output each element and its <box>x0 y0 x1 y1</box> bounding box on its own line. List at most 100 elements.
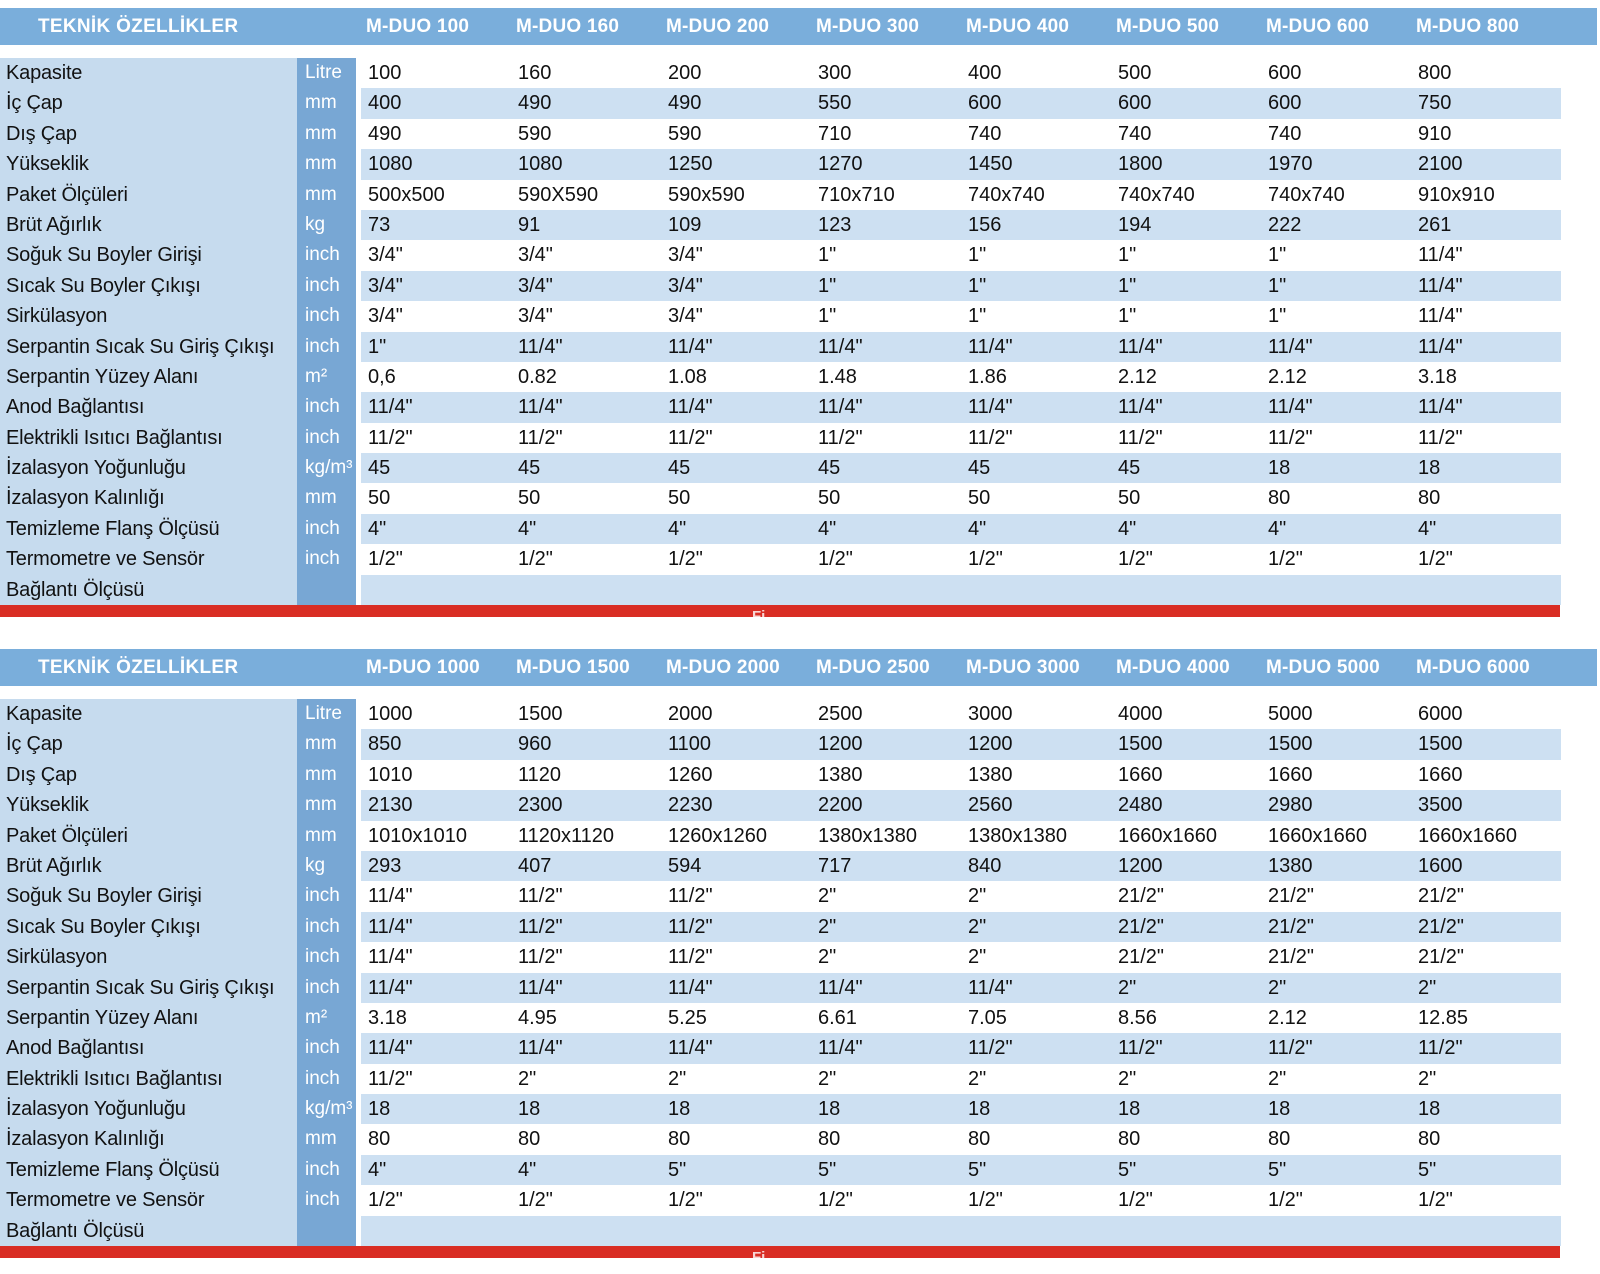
value-cell: 11/4" <box>518 1037 563 1060</box>
value-cell: 717 <box>818 854 852 877</box>
row-label: Sıcak Su Boyler Çıkışı <box>0 270 297 302</box>
value-cell: 12.85 <box>1418 1006 1469 1029</box>
value-cell: 2" <box>668 1067 687 1090</box>
value-cell: 1970 <box>1268 153 1313 176</box>
value-cell: 4" <box>368 517 387 540</box>
value-cell: 7.05 <box>968 1006 1007 1029</box>
value-cell: 45 <box>1118 457 1141 480</box>
value-cell: 21/2" <box>1268 915 1315 938</box>
table-row: Dış Çap mm 490 590 590 710 740 740 740 910 <box>0 118 1600 150</box>
row-label: Temizleme Flanş Ölçüsü <box>0 1154 297 1186</box>
row-label: İç Çap <box>0 729 297 760</box>
value-cell: 8.56 <box>1118 1006 1157 1029</box>
row-label: Brüt Ağırlık <box>0 209 297 241</box>
value-cell: 1" <box>1118 305 1137 328</box>
row-values: 0,6 0.82 1.08 1.48 1.86 2.12 2.12 3.18 <box>361 361 1561 393</box>
row-label: Kapasite <box>0 699 297 730</box>
table-row: Elektrikli Isıtıcı Bağlantısı inch 11/2" 2"… <box>0 1063 1600 1095</box>
value-cell: 910x910 <box>1418 183 1495 206</box>
value-cell: 1/2" <box>518 548 553 571</box>
value-cell: 2300 <box>518 794 563 817</box>
row-values: 11/4" 11/4" 11/4" 11/4" 11/4" 11/4" 11/4" 11/4" <box>361 392 1561 423</box>
value-cell: 3.18 <box>368 1006 407 1029</box>
value-cell: 4" <box>368 1158 387 1181</box>
row-unit: inch <box>297 392 356 423</box>
value-cell: 5" <box>668 1158 687 1181</box>
value-cell: 80 <box>1418 1128 1441 1151</box>
value-cell: 80 <box>968 1128 991 1151</box>
value-cell: 11/4" <box>368 946 413 969</box>
model-column-header: M-DUO 600 <box>1266 15 1370 37</box>
value-cell: 4" <box>1268 517 1287 540</box>
value-cell: 1/2" <box>1418 548 1453 571</box>
value-cell: 11/4" <box>818 1037 863 1060</box>
value-cell: 222 <box>1268 213 1302 236</box>
value-cell: 1500 <box>518 703 563 725</box>
table-row: Yükseklik mm 1080 1080 1250 1270 1450 1800 1970 2… <box>0 149 1600 180</box>
value-cell: 1/2" <box>368 548 403 571</box>
table-header: TEKNİK ÖZELLİKLER M-DUO 1000 M-DUO 1500 M-… <box>0 649 1597 686</box>
value-cell: 2230 <box>668 794 713 817</box>
value-cell: 490 <box>518 92 552 115</box>
row-unit: Litre <box>297 699 356 730</box>
row-values: 11/2" 2" 2" 2" 2" 2" 2" 2" <box>361 1063 1561 1095</box>
row-values: 4" 4" 5" 5" 5" 5" 5" 5" <box>361 1154 1561 1186</box>
row-unit: inch <box>297 942 356 973</box>
value-cell: 11/2" <box>518 426 563 449</box>
value-cell: 4000 <box>1118 703 1163 725</box>
value-cell: 2" <box>1418 976 1437 999</box>
value-cell: 2" <box>818 885 837 908</box>
value-cell: 1250 <box>668 153 713 176</box>
value-cell: 710x710 <box>818 183 895 206</box>
value-cell: 0,6 <box>368 365 396 388</box>
value-cell <box>961 575 1111 605</box>
row-unit: mm <box>297 820 356 851</box>
table-row: İzalasyon Yoğunluğu kg/m³ 45 45 45 45 45 45 18 18 <box>0 453 1600 484</box>
value-cell: 18 <box>368 1098 391 1121</box>
value-cell: 1" <box>1268 305 1287 328</box>
value-cell: 5" <box>818 1158 837 1181</box>
value-cell: 4" <box>518 1158 537 1181</box>
value-cell <box>1261 575 1411 605</box>
row-unit: kg/m³ <box>297 453 356 484</box>
value-cell: 1" <box>368 335 387 358</box>
model-column-header: M-DUO 500 <box>1116 15 1220 37</box>
value-cell: 11/4" <box>818 396 863 419</box>
row-unit: inch <box>297 911 356 943</box>
value-cell: 1" <box>818 305 837 328</box>
value-cell: 1080 <box>518 153 563 176</box>
value-cell: 11/2" <box>1268 1037 1313 1060</box>
table-body: Kapasite Litre 1000 1500 2000 2500 3000 4000 500… <box>0 699 1600 1247</box>
value-cell: 1/2" <box>518 1189 553 1212</box>
value-cell: 91 <box>518 213 541 236</box>
value-cell: 11/2" <box>668 915 713 938</box>
value-cell: 550 <box>818 92 852 115</box>
row-unit: inch <box>297 240 356 271</box>
value-cell: 11/4" <box>368 1037 413 1060</box>
value-cell: 50 <box>968 487 991 510</box>
row-values: 50 50 50 50 50 50 80 80 <box>361 483 1561 514</box>
row-values: 2130 2300 2230 2200 2560 2480 2980 3500 <box>361 790 1561 821</box>
table-row: Sıcak Su Boyler Çıkışı inch 11/4" 11/2" 11/2… <box>0 911 1600 943</box>
value-cell: 4.95 <box>518 1006 557 1029</box>
row-values: 1010x1010 1120x1120 1260x1260 1380x1380 1380… <box>361 820 1561 851</box>
row-unit: inch <box>297 513 356 545</box>
value-cell: 11/2" <box>518 946 563 969</box>
row-label: İzalasyon Yoğunluğu <box>0 453 297 484</box>
value-cell: 6000 <box>1418 703 1463 725</box>
value-cell: 1/2" <box>818 1189 853 1212</box>
value-cell <box>811 1216 961 1246</box>
model-column-header: M-DUO 1500 <box>516 656 630 678</box>
table-row: Temizleme Flanş Ölçüsü inch 4" 4" 5" 5" 5" 5" 5"… <box>0 1154 1600 1186</box>
value-cell: 1500 <box>1418 733 1463 756</box>
value-cell: 293 <box>368 854 402 877</box>
value-cell <box>1111 575 1261 605</box>
value-cell: 1" <box>1118 274 1137 297</box>
value-cell: 800 <box>1418 62 1452 84</box>
value-cell: 11/4" <box>1418 244 1463 267</box>
row-unit: kg <box>297 850 356 882</box>
row-values: 1/2" 1/2" 1/2" 1/2" 1/2" 1/2" 1/2" 1/2" <box>361 1185 1561 1216</box>
row-unit: inch <box>297 972 356 1003</box>
value-cell: 11/4" <box>1418 335 1463 358</box>
table-title: TEKNİK ÖZELLİKLER <box>38 656 239 678</box>
